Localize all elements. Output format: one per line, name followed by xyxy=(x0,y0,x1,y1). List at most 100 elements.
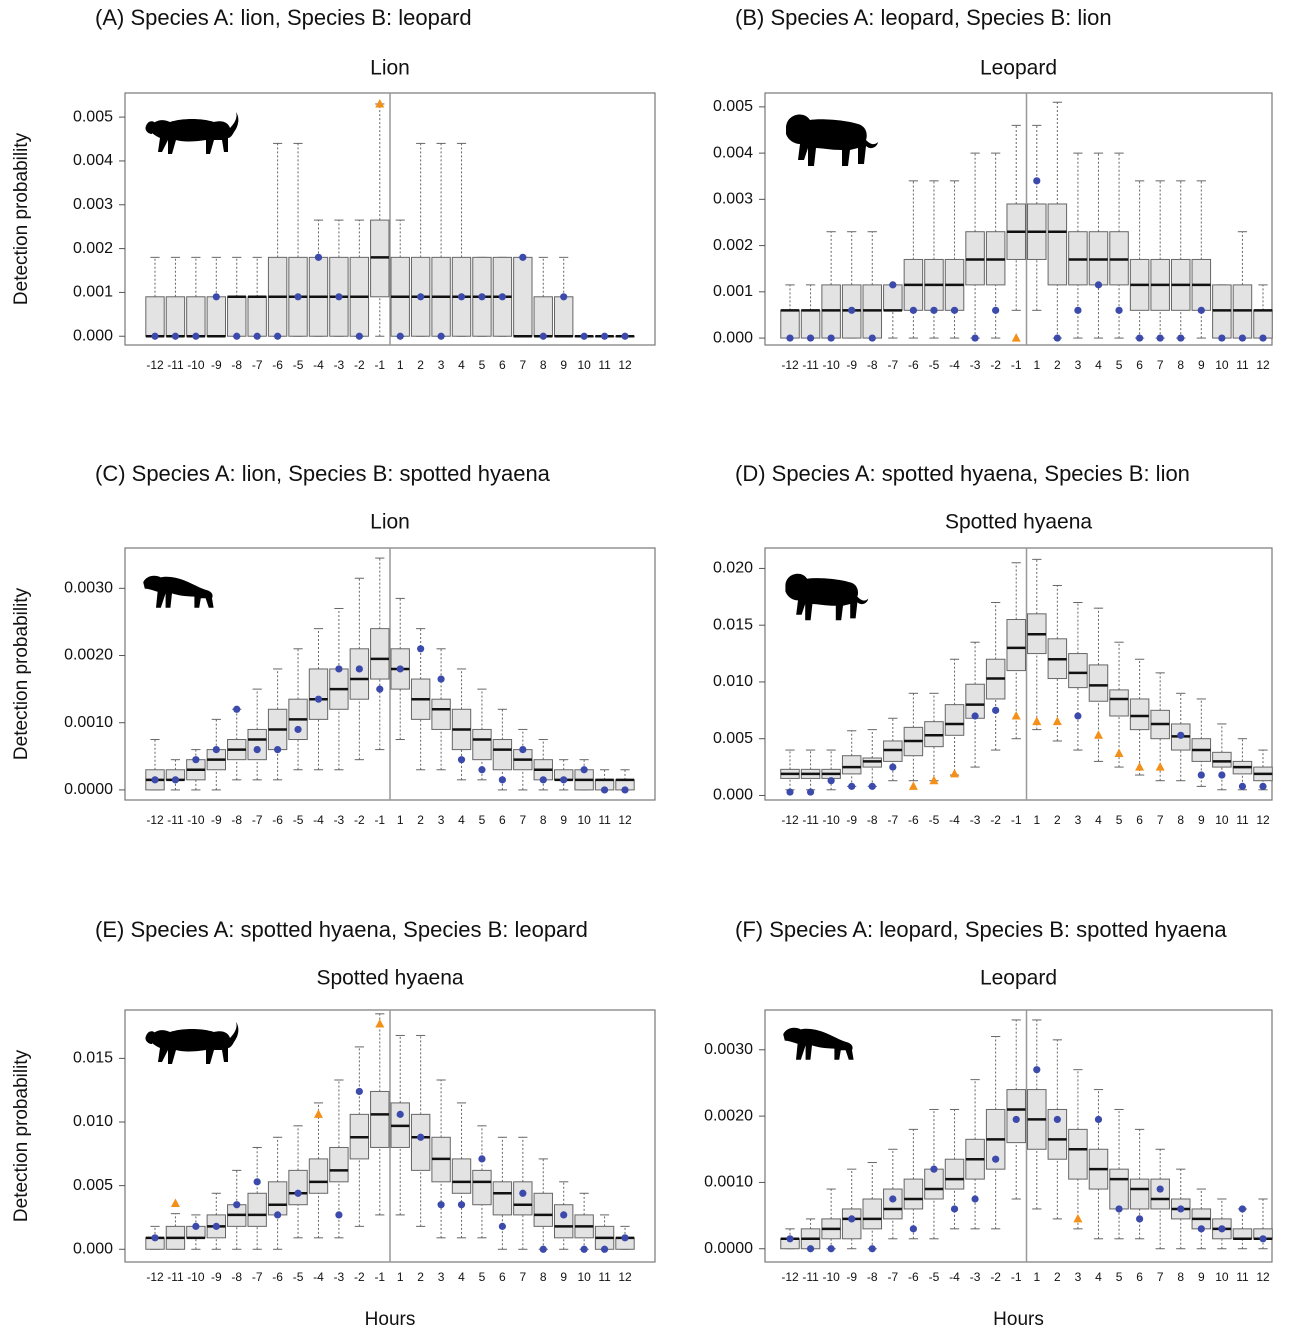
x-tick-label: -1 xyxy=(1011,1270,1022,1284)
observed-marker xyxy=(233,1201,241,1209)
observed-marker xyxy=(560,776,568,784)
x-tick-label: -6 xyxy=(908,358,919,372)
observed-marker xyxy=(498,1222,506,1230)
observed-marker xyxy=(848,1215,856,1223)
observed-marker xyxy=(889,763,897,771)
x-tick-label: 3 xyxy=(1075,1270,1082,1284)
x-tick-label: 5 xyxy=(1116,358,1123,372)
observed-marker xyxy=(314,695,323,703)
x-tick-label: -12 xyxy=(146,358,164,372)
box xyxy=(349,648,370,700)
observed-marker xyxy=(212,746,220,754)
y-tick-label: 0.003 xyxy=(73,196,113,213)
observed-marker xyxy=(151,776,159,784)
x-tick-label: -1 xyxy=(374,813,385,827)
plot-title: Spotted hyaena xyxy=(316,967,463,990)
observed-marker xyxy=(1074,306,1082,314)
box xyxy=(206,296,226,337)
x-tick-label: 10 xyxy=(1215,1270,1229,1284)
x-tick-label: 1 xyxy=(1033,813,1040,827)
x-tick-label: 4 xyxy=(1095,358,1102,372)
x-tick-label: -8 xyxy=(867,358,878,372)
observed-marker xyxy=(1177,334,1185,342)
x-tick-label: 11 xyxy=(1236,358,1249,372)
observed-marker xyxy=(375,1019,385,1028)
y-tick-label: 0.002 xyxy=(73,240,113,257)
x-tick-label: -4 xyxy=(313,813,324,827)
animal-icon xyxy=(783,1027,854,1060)
observed-marker xyxy=(539,1245,547,1253)
observed-marker xyxy=(396,1110,404,1118)
box xyxy=(1232,1228,1253,1240)
box xyxy=(533,1192,553,1227)
y-tick-label: 0.005 xyxy=(73,1177,113,1194)
x-tick-label: 10 xyxy=(577,813,591,827)
x-tick-label: -7 xyxy=(887,358,898,372)
box xyxy=(1068,1128,1088,1180)
plot-title: Leopard xyxy=(980,967,1057,990)
x-tick-label: 7 xyxy=(1157,813,1164,827)
y-axis-label: Detection probability xyxy=(11,1049,32,1222)
y-tick-label: 0.005 xyxy=(713,730,753,747)
animal-icon xyxy=(143,575,214,608)
observed-marker xyxy=(519,1189,527,1197)
x-tick-label: -5 xyxy=(293,813,304,827)
x-tick-label: -12 xyxy=(781,813,799,827)
box xyxy=(165,296,186,337)
x-tick-label: 8 xyxy=(540,358,547,372)
box xyxy=(227,296,247,337)
observed-marker xyxy=(1218,771,1226,779)
observed-marker xyxy=(151,1234,159,1242)
observed-marker xyxy=(1238,1205,1247,1213)
observed-marker xyxy=(1053,1115,1061,1124)
observed-marker xyxy=(950,768,960,778)
observed-marker xyxy=(1012,1115,1020,1124)
observed-marker xyxy=(253,1178,261,1186)
box xyxy=(186,296,206,337)
y-tick-label: 0.000 xyxy=(73,1240,113,1257)
x-tick-label: -6 xyxy=(272,1270,283,1284)
x-axis-label: Hours xyxy=(993,1309,1044,1330)
x-tick-label: -3 xyxy=(334,358,345,372)
x-tick-label: -11 xyxy=(802,1270,819,1284)
box xyxy=(1212,751,1232,768)
observed-marker xyxy=(457,756,466,764)
x-tick-label: -5 xyxy=(293,1270,304,1284)
y-tick-label: 0.010 xyxy=(713,673,753,690)
x-tick-label: -4 xyxy=(949,1270,960,1284)
observed-marker xyxy=(868,1245,876,1253)
x-tick-label: 4 xyxy=(458,358,465,372)
box xyxy=(513,1181,533,1216)
observed-marker xyxy=(600,332,609,340)
observed-marker xyxy=(827,777,835,785)
box xyxy=(370,1090,390,1148)
x-tick-label: 5 xyxy=(479,813,486,827)
box xyxy=(247,728,267,761)
box xyxy=(1253,309,1273,339)
observed-marker xyxy=(417,293,425,301)
box xyxy=(247,1192,267,1227)
x-tick-label: 1 xyxy=(1033,1270,1040,1284)
y-tick-label: 0.020 xyxy=(713,560,753,577)
x-tick-label: -6 xyxy=(272,813,283,827)
observed-marker xyxy=(437,675,445,683)
x-tick-label: -2 xyxy=(990,1270,1001,1284)
x-tick-label: -8 xyxy=(867,813,878,827)
observed-marker xyxy=(1114,748,1124,757)
observed-marker xyxy=(457,293,466,301)
x-tick-label: 2 xyxy=(1054,1270,1061,1284)
x-tick-label: -2 xyxy=(354,1270,365,1284)
animal-icon xyxy=(785,573,869,621)
observed-marker xyxy=(868,334,876,342)
x-tick-label: -6 xyxy=(272,358,283,372)
box xyxy=(267,1181,288,1216)
observed-marker xyxy=(560,293,568,301)
observed-marker xyxy=(294,1189,302,1197)
x-tick-label: -7 xyxy=(252,813,263,827)
x-tick-label: -12 xyxy=(146,1270,164,1284)
observed-marker xyxy=(335,293,343,301)
observed-marker xyxy=(971,334,979,342)
observed-marker xyxy=(1073,1213,1083,1223)
box xyxy=(1109,1168,1129,1210)
